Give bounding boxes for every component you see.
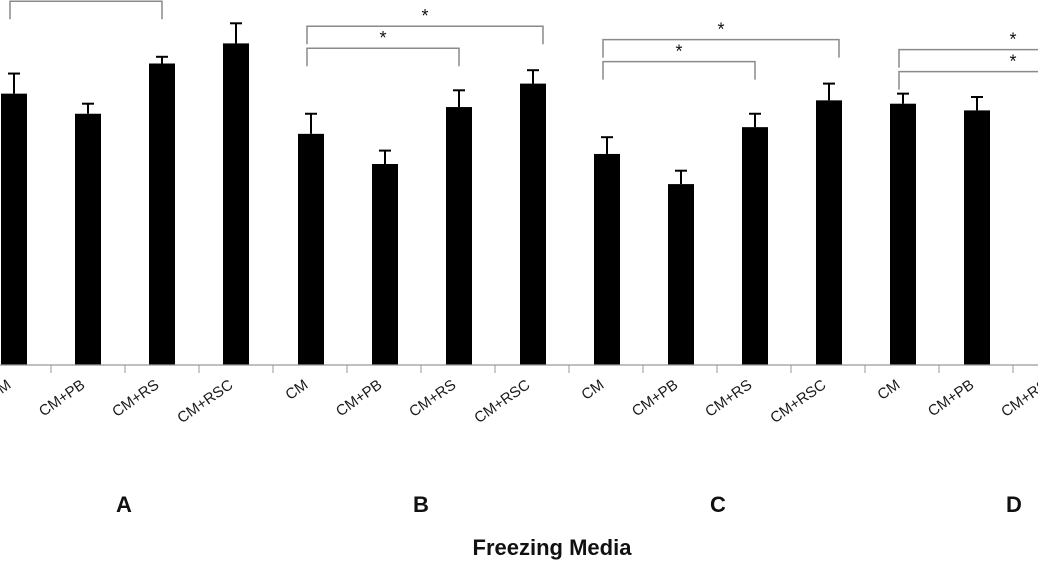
- significance-star: *: [379, 28, 386, 48]
- significance-bracket: [9, 0, 163, 20]
- category-tick-label: CM+PB: [629, 376, 681, 420]
- significance-star: *: [717, 20, 724, 40]
- group-label-a: A: [116, 492, 132, 517]
- significance-star: *: [421, 6, 428, 26]
- significance-star: *: [675, 42, 682, 62]
- bar-d-cm: [890, 103, 916, 365]
- bar-b-cm-rs: [446, 107, 472, 366]
- significance-bracket: [898, 48, 1038, 68]
- significance-bracket: [306, 25, 544, 45]
- bar-c-cm-pb: [668, 184, 694, 365]
- bar-a-cm: [1, 93, 27, 366]
- bar-b-cm-rsc: [520, 83, 546, 365]
- category-tick-label: CM: [282, 376, 311, 403]
- bars-layer: [1, 22, 990, 366]
- significance-star: *: [1009, 30, 1016, 50]
- significance-bracket: [898, 70, 1038, 90]
- bar-a-cm-pb: [75, 113, 101, 365]
- category-tick-label: CM: [874, 376, 903, 403]
- category-tick-label: CM+PB: [925, 376, 977, 420]
- significance-bracket: [602, 60, 756, 80]
- category-tick-label: CM+RS: [406, 376, 459, 420]
- category-tick-label: CM+PB: [333, 376, 385, 420]
- category-tick-label: CM: [578, 376, 607, 403]
- group-label-d: D: [1006, 492, 1022, 517]
- bar-a-cm-rsc: [223, 43, 249, 366]
- category-tick-label: CM+RS: [998, 376, 1038, 420]
- significance-star: *: [82, 0, 89, 1]
- significance-brackets: ********: [9, 0, 1038, 90]
- bar-a-cm-rs: [149, 63, 175, 365]
- category-tick-label: CM+RS: [702, 376, 755, 420]
- bar-c-cm-rsc: [816, 100, 842, 365]
- bar-c-cm: [594, 153, 620, 365]
- x-axis: [0, 364, 1038, 373]
- bar-b-cm-pb: [372, 164, 398, 365]
- category-tick-label: CM: [0, 376, 14, 403]
- category-tick-label: CM+RS: [109, 376, 162, 420]
- x-axis-title: Freezing Media: [473, 535, 633, 560]
- significance-bracket: [306, 47, 460, 67]
- significance-bracket: [602, 38, 840, 58]
- category-tick-label: CM+RSC: [471, 376, 533, 427]
- bar-c-cm-rs: [742, 127, 768, 366]
- category-tick-label: CM+RSC: [767, 376, 829, 427]
- category-tick-label: CM+RSC: [174, 376, 236, 427]
- bar-d-cm-pb: [964, 110, 990, 366]
- group-label-b: B: [413, 492, 429, 517]
- group-label-c: C: [710, 492, 726, 517]
- bar-b-cm: [298, 133, 324, 365]
- category-tick-label: CM+PB: [36, 376, 88, 420]
- significance-star: *: [1009, 52, 1016, 72]
